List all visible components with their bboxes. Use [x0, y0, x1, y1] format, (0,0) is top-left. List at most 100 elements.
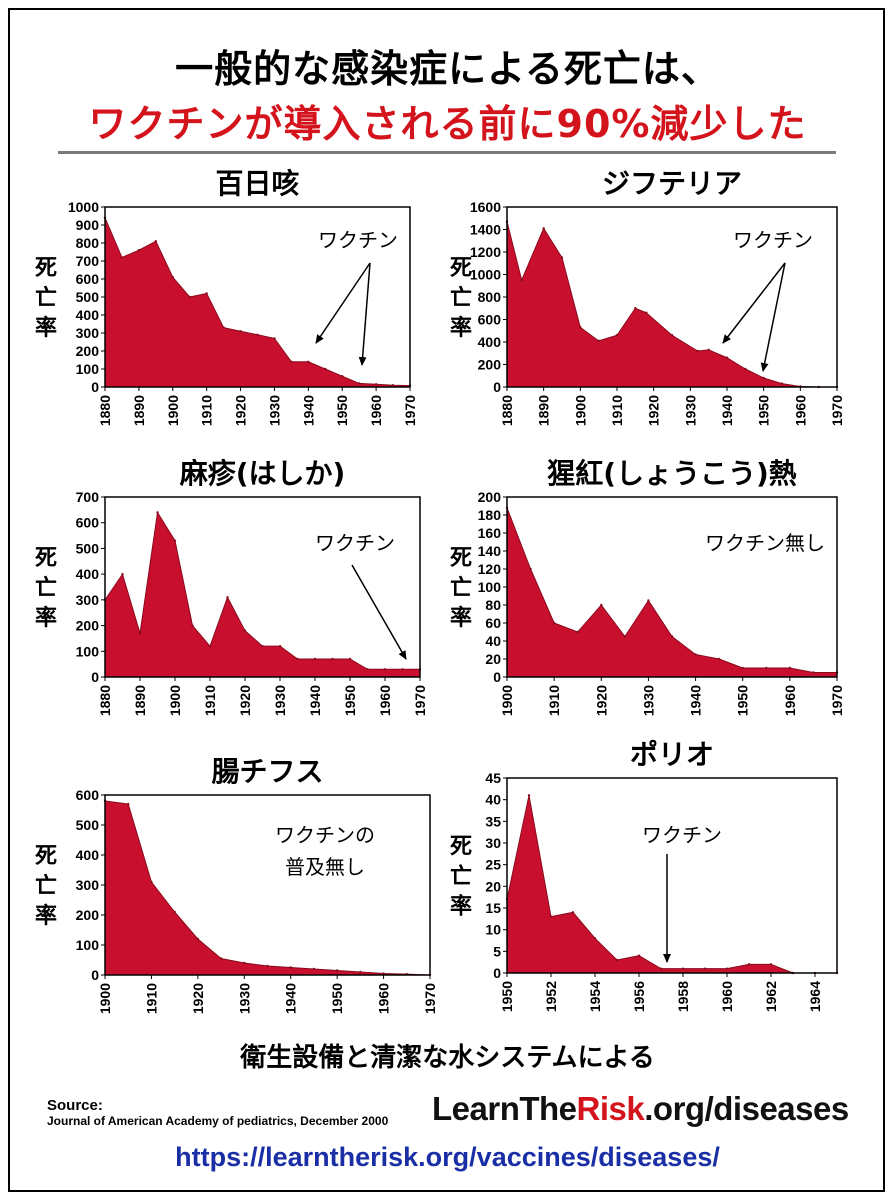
y-tick-label: 60 [485, 615, 501, 631]
chart-title: 麻疹(はしか) [180, 457, 346, 490]
y-tick-label: 0 [493, 965, 501, 981]
chart-panel-diphtheria: ジフテリア死亡率 0 200 400 600 800 1000 1200 1400 1600 188… [435, 165, 855, 455]
y-tick-label: 40 [485, 633, 501, 649]
annotation-text: ワクチン [315, 531, 395, 555]
x-tick-label: 1910 [199, 395, 215, 426]
y-tick-label: 400 [478, 334, 502, 350]
data-point [335, 969, 339, 972]
annotation-text: ワクチンの [275, 823, 375, 847]
x-tick-label: 1930 [272, 685, 288, 716]
x-tick-label: 1962 [763, 981, 779, 1012]
y-axis-label-char: 率 [450, 605, 472, 631]
data-point [615, 334, 619, 337]
data-point [357, 382, 361, 385]
x-tick-label: 1890 [131, 395, 147, 426]
data-point [173, 910, 176, 914]
x-tick-label: 1920 [646, 395, 662, 426]
x-tick-label: 1960 [719, 981, 735, 1012]
data-point [341, 375, 344, 378]
data-point [382, 972, 385, 975]
x-tick-label: 1930 [682, 395, 698, 426]
x-tick-label: 1960 [792, 395, 808, 426]
y-tick-label: 600 [478, 312, 502, 328]
y-axis-label-char: 率 [450, 894, 472, 920]
data-point [222, 326, 225, 329]
data-point [717, 657, 721, 661]
y-axis-label-char: 亡 [450, 575, 472, 601]
data-point [137, 249, 141, 252]
y-tick-label: 120 [478, 561, 502, 577]
y-tick-label: 200 [76, 907, 100, 923]
data-point [703, 967, 707, 970]
data-point [374, 383, 378, 386]
y-axis-label-char: 率 [35, 605, 57, 631]
data-point [725, 967, 729, 970]
y-tick-label: 600 [76, 515, 100, 531]
data-point [127, 802, 130, 806]
data-area [104, 510, 421, 678]
x-tick-label: 1970 [422, 983, 438, 1014]
x-tick-label: 1890 [132, 685, 148, 716]
data-point [576, 630, 579, 634]
source-url-link[interactable]: https://learntherisk.org/vaccines/diseas… [175, 1142, 720, 1172]
y-tick-label: 1400 [470, 222, 501, 238]
y-tick-label: 300 [76, 325, 100, 341]
data-point [243, 629, 247, 632]
x-tick-label: 1950 [499, 981, 515, 1012]
y-tick-label: 25 [485, 857, 501, 873]
y-tick-label: 400 [76, 307, 100, 323]
data-point [243, 961, 246, 965]
y-tick-label: 100 [76, 937, 100, 953]
data-point [593, 937, 597, 940]
chart-title: 腸チフス [211, 755, 323, 788]
x-tick-label: 1910 [143, 983, 159, 1014]
data-point [707, 348, 710, 352]
data-point [645, 311, 648, 314]
y-tick-label: 600 [76, 271, 100, 287]
chart-panel-polio: ポリオ死亡率 0 5 10 15 20 25 30 35 40 45 1950 1952 1954 1956… [435, 738, 855, 1040]
footer-caption: 衛生設備と清潔な水システムによる [240, 1043, 655, 1073]
x-tick-label: 1952 [543, 981, 559, 1012]
plot-frame [506, 777, 838, 974]
y-tick-label: 700 [76, 489, 100, 505]
data-point [154, 240, 158, 243]
data-point [307, 360, 310, 363]
data-point [239, 330, 242, 333]
y-tick-label: 100 [478, 579, 502, 595]
y-tick-label: 200 [478, 357, 502, 373]
data-point [331, 657, 334, 661]
annotation-text: ワクチン [318, 228, 398, 252]
x-tick-label: 1920 [190, 983, 206, 1014]
data-point [579, 326, 582, 329]
y-tick-label: 400 [76, 566, 100, 582]
y-axis-label-char: 亡 [450, 864, 472, 890]
data-point [552, 621, 556, 625]
data-point [324, 367, 327, 371]
chart-title: 猩紅(しょうこう)熱 [547, 457, 797, 490]
y-tick-label: 10 [485, 922, 501, 938]
data-point [138, 632, 142, 635]
data-point [156, 511, 159, 514]
y-tick-label: 900 [76, 217, 100, 233]
data-point [571, 911, 575, 914]
data-point [191, 624, 194, 627]
x-tick-label: 1900 [167, 685, 183, 716]
y-tick-label: 20 [485, 651, 501, 667]
annotation-text: ワクチン [733, 228, 813, 252]
y-tick-label: 600 [76, 787, 100, 803]
y-tick-label: 140 [478, 543, 502, 559]
data-point [401, 668, 404, 671]
data-point [273, 337, 276, 340]
x-tick-label: 1940 [719, 395, 735, 426]
data-point [383, 668, 387, 671]
annotation-arrow [351, 564, 407, 660]
y-tick-label: 1600 [470, 199, 501, 215]
x-tick-label: 1964 [807, 981, 823, 1012]
y-axis-label-char: 死 [450, 256, 472, 281]
data-point [681, 967, 685, 970]
y-tick-label: 180 [478, 507, 502, 523]
data-area [104, 800, 431, 976]
